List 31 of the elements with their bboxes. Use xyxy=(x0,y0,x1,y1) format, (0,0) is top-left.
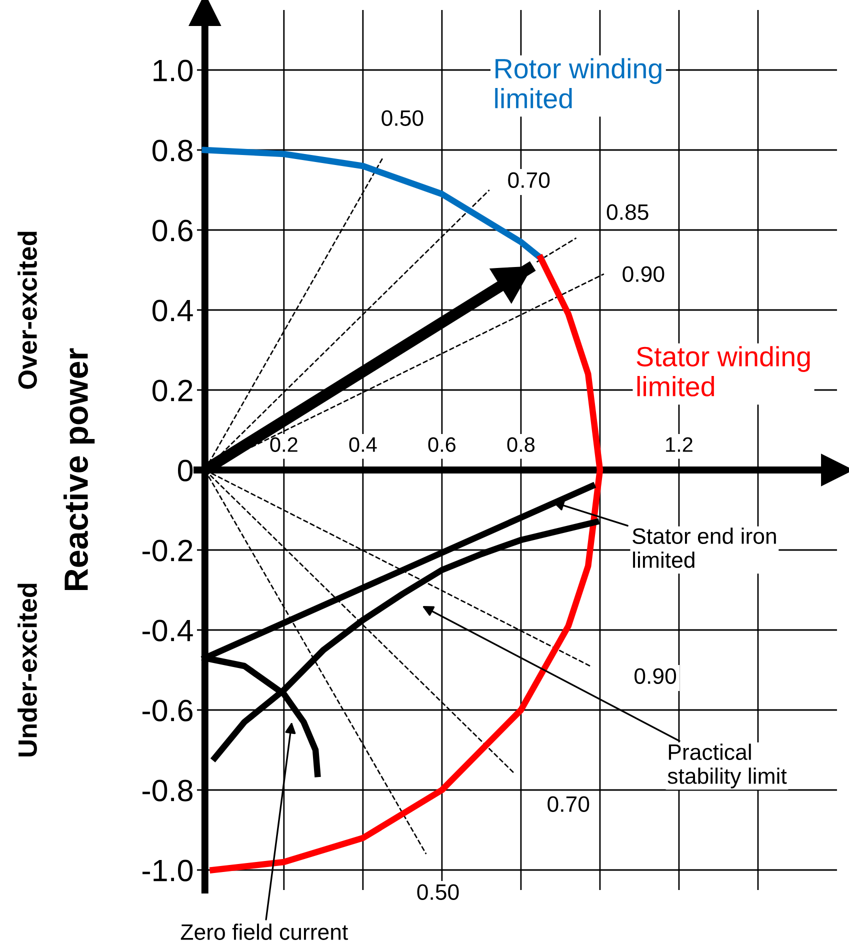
y-tick-label: -0.6 xyxy=(142,700,192,722)
text: Rotor winding limited xyxy=(495,58,662,108)
y-tick-label: 0.2 xyxy=(152,380,192,402)
text: Under-excited xyxy=(18,584,37,756)
x-tick-label: 1.2 xyxy=(666,437,692,452)
y-tick-label: -0.4 xyxy=(142,620,193,642)
series-label: 0.70 xyxy=(508,172,550,188)
series-label: 0.50 xyxy=(382,110,424,126)
series-label: 0.70 xyxy=(548,796,590,812)
y-tick-label: 0.4 xyxy=(152,300,193,322)
series-label: 0.90 xyxy=(622,266,664,282)
y-tick-label: -0.2 xyxy=(142,540,192,562)
x-tick-label: 0.6 xyxy=(428,437,456,452)
series-label: 0.85 xyxy=(606,204,648,220)
text: 0.90 xyxy=(634,668,676,684)
series-label: 0.50 xyxy=(417,884,459,900)
text: Zero field current xyxy=(180,924,348,940)
y-axis-title: Reactive power xyxy=(64,348,95,590)
x-tick-label: 0.2 xyxy=(270,437,298,452)
y-tick-label: 1.0 xyxy=(154,60,193,82)
text: Over-excited xyxy=(18,232,37,389)
annotation: Practical stability limit xyxy=(668,744,787,788)
series-label: Stator winding limited xyxy=(636,346,810,396)
x-tick-label: 0.4 xyxy=(349,437,377,452)
y-tick-label: -0.8 xyxy=(142,780,192,802)
y-tick-label: 0 xyxy=(178,460,193,482)
annotation: Stator end iron limited xyxy=(632,528,776,568)
y-tick-label: 0.8 xyxy=(152,140,192,162)
x-tick-label: 0.8 xyxy=(507,437,535,452)
y-tick-label: -1.0 xyxy=(142,860,193,882)
y-tick-label: 0.6 xyxy=(152,220,192,242)
